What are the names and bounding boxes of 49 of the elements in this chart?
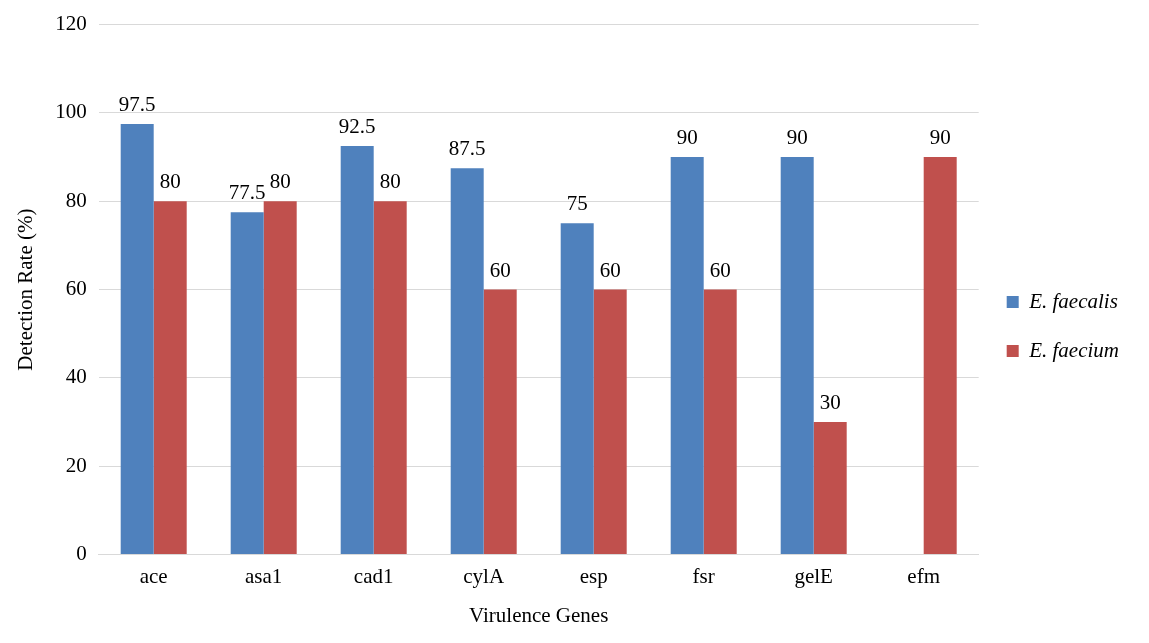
bar	[703, 289, 737, 555]
x-tick-label: efm	[907, 563, 941, 588]
y-tick-label: 20	[65, 452, 87, 477]
bar	[780, 157, 814, 555]
data-label: 80	[379, 169, 401, 194]
x-tick-label: esp	[579, 563, 608, 588]
data-label: 60	[489, 257, 511, 282]
y-axis-title: Detection Rate (%)	[13, 208, 38, 371]
y-tick-label: 100	[55, 99, 87, 124]
bar	[670, 157, 704, 555]
x-tick-label: cad1	[353, 563, 394, 588]
data-label: 60	[709, 257, 731, 282]
data-label: 92.5	[338, 114, 376, 139]
x-tick-label: cylA	[463, 563, 505, 588]
x-tick-label: asa1	[245, 563, 283, 588]
data-label: 30	[819, 390, 841, 415]
data-label: 60	[599, 257, 621, 282]
bar	[153, 201, 187, 555]
x-axis-title: Virulence Genes	[469, 602, 609, 627]
legend-label: E. faecium	[1028, 337, 1120, 362]
data-label: 97.5	[118, 91, 156, 116]
data-label: 90	[676, 125, 698, 150]
x-tick-label: fsr	[692, 563, 715, 588]
bar	[560, 223, 594, 555]
data-label: 80	[269, 169, 291, 194]
data-label: 90	[786, 125, 808, 150]
y-tick-label: 120	[55, 11, 87, 36]
y-tick-label: 40	[65, 364, 87, 389]
data-label: 77.5	[228, 180, 266, 205]
data-label: 90	[929, 125, 951, 150]
bar	[230, 212, 264, 555]
y-tick-label: 60	[65, 276, 87, 301]
bar	[120, 123, 154, 555]
bar	[593, 289, 627, 555]
bar	[813, 422, 847, 555]
bar	[340, 146, 374, 555]
x-tick-label: gelE	[794, 563, 833, 588]
y-tick-label: 0	[76, 541, 87, 566]
data-label: 87.5	[448, 136, 486, 161]
y-tick-label: 80	[65, 187, 87, 212]
bar	[263, 201, 297, 555]
bar	[373, 201, 407, 555]
bar	[923, 157, 957, 555]
x-tick-label: ace	[139, 563, 168, 588]
data-label: 75	[566, 191, 588, 216]
legend-label: E. faecalis	[1028, 288, 1118, 313]
bar	[483, 289, 517, 555]
bar	[450, 168, 484, 555]
data-label: 80	[159, 169, 181, 194]
